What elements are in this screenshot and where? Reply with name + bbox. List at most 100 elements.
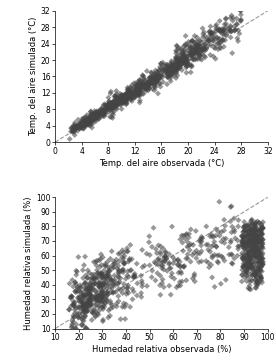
Point	[116, 273, 120, 279]
Point	[77, 296, 81, 301]
Point	[115, 266, 120, 271]
Point	[85, 119, 90, 125]
Point	[194, 44, 198, 50]
Point	[256, 252, 261, 258]
Point	[93, 313, 98, 319]
Point	[118, 97, 122, 103]
Point	[118, 91, 122, 97]
Point	[149, 74, 154, 80]
Point	[242, 246, 247, 252]
Point	[84, 300, 89, 305]
Point	[167, 260, 172, 266]
Point	[76, 123, 80, 129]
Point	[161, 65, 166, 71]
Point	[140, 79, 145, 85]
Point	[256, 271, 260, 277]
Point	[121, 268, 125, 273]
Point	[110, 302, 115, 308]
Point	[169, 60, 174, 66]
Point	[76, 284, 80, 290]
Point	[176, 257, 180, 262]
Point	[92, 113, 96, 119]
Point	[133, 95, 137, 100]
Point	[254, 243, 258, 249]
Point	[98, 280, 102, 286]
Point	[169, 68, 173, 74]
Point	[117, 270, 121, 276]
Point	[184, 278, 189, 283]
Point	[245, 261, 249, 267]
Point	[87, 297, 92, 303]
Point	[261, 260, 265, 266]
Point	[121, 259, 126, 265]
Point	[172, 67, 177, 73]
Point	[84, 288, 89, 293]
Point	[89, 301, 93, 307]
Point	[95, 114, 99, 120]
Point	[178, 236, 182, 242]
Point	[260, 241, 265, 247]
Point	[110, 248, 114, 254]
Point	[257, 238, 261, 244]
Point	[98, 299, 102, 304]
Point	[115, 94, 119, 100]
Point	[246, 285, 251, 291]
Point	[251, 253, 256, 258]
Point	[86, 286, 91, 292]
Point	[107, 103, 111, 108]
Point	[115, 100, 119, 105]
Point	[119, 96, 124, 102]
Point	[248, 279, 252, 285]
Point	[158, 251, 163, 257]
Point	[185, 44, 190, 50]
Point	[97, 111, 102, 117]
Point	[153, 68, 158, 73]
Point	[164, 257, 169, 262]
Point	[200, 51, 205, 57]
Point	[203, 33, 207, 39]
Point	[240, 243, 245, 249]
Point	[254, 271, 258, 277]
Point	[256, 248, 261, 253]
Point	[259, 274, 263, 280]
Point	[166, 62, 170, 68]
Point	[160, 69, 164, 74]
Point	[255, 218, 260, 224]
Point	[106, 288, 110, 294]
Point	[254, 231, 258, 237]
Point	[97, 282, 101, 288]
Point	[116, 100, 121, 106]
Point	[104, 105, 109, 111]
Point	[249, 226, 253, 232]
Point	[75, 285, 80, 291]
Point	[165, 81, 169, 87]
Point	[102, 113, 107, 119]
Point	[250, 229, 255, 234]
Point	[181, 58, 185, 64]
Point	[181, 52, 185, 58]
Point	[202, 29, 206, 35]
Point	[168, 67, 172, 73]
Point	[184, 232, 188, 238]
Point	[145, 85, 149, 91]
Point	[240, 233, 244, 239]
Point	[125, 100, 129, 106]
Point	[203, 54, 207, 60]
Point	[100, 274, 105, 280]
Point	[128, 88, 133, 94]
Point	[130, 90, 135, 96]
Point	[112, 102, 116, 108]
Point	[152, 80, 157, 86]
Point	[114, 94, 118, 100]
Point	[121, 99, 126, 104]
Point	[259, 231, 263, 237]
Point	[80, 283, 85, 288]
Point	[126, 283, 130, 288]
Point	[245, 223, 249, 229]
Point	[201, 46, 206, 52]
Point	[80, 292, 85, 298]
Point	[96, 298, 100, 304]
Point	[160, 67, 165, 73]
Point	[86, 119, 90, 125]
Point	[160, 265, 164, 271]
